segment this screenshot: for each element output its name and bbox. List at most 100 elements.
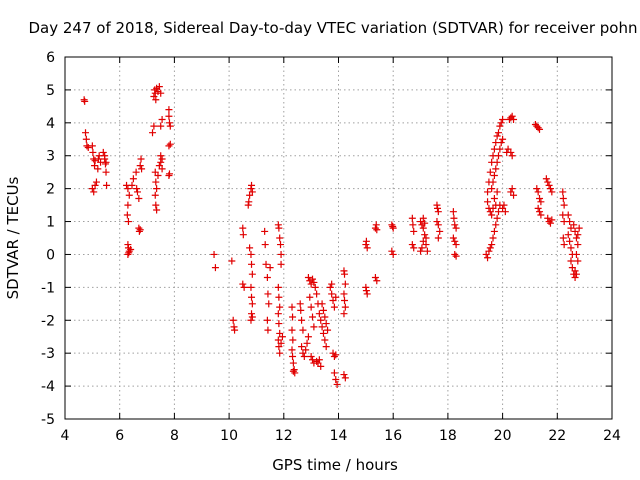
data-point [288, 326, 296, 334]
y-tick-label: -2 [41, 313, 55, 329]
data-point [247, 316, 255, 324]
data-point [289, 352, 297, 360]
data-point [330, 303, 338, 311]
data-point [166, 122, 174, 130]
data-point [101, 160, 109, 168]
data-point [564, 211, 572, 219]
data-point [135, 195, 143, 203]
data-point [277, 339, 285, 347]
data-point [135, 227, 143, 235]
data-point [152, 178, 160, 186]
data-point [363, 290, 371, 298]
data-point [493, 158, 501, 166]
data-point [560, 201, 568, 209]
data-point [494, 129, 502, 137]
data-point [500, 201, 508, 209]
data-point [328, 290, 336, 298]
data-point [300, 352, 308, 360]
data-point [277, 260, 285, 268]
y-tick-label: 3 [46, 149, 55, 165]
plot-frame [64, 56, 613, 420]
x-tick-labels: 4 6 8 10 12 14 16 18 20 22 24 [61, 428, 621, 444]
data-point [239, 231, 247, 239]
data-point [298, 316, 306, 324]
data-point [264, 326, 272, 334]
data-point [289, 359, 297, 367]
data-point [451, 221, 459, 229]
data-point [263, 273, 271, 281]
data-point [452, 241, 460, 249]
data-point [288, 346, 296, 354]
data-point [434, 204, 442, 212]
data-point [548, 188, 556, 196]
data-point [289, 367, 297, 375]
data-point [419, 214, 427, 222]
data-point [321, 313, 329, 321]
x-tick-label: 10 [220, 428, 238, 444]
data-point [340, 290, 348, 298]
data-point [124, 185, 132, 193]
data-point [537, 211, 545, 219]
data-point [155, 83, 163, 91]
data-point [410, 227, 418, 235]
data-point [229, 316, 237, 324]
data-point [247, 283, 255, 291]
data-point [150, 122, 158, 130]
data-point [494, 152, 502, 160]
data-point [136, 162, 144, 170]
y-tick-label: 1 [46, 215, 55, 231]
data-point [324, 326, 332, 334]
data-point [388, 247, 396, 255]
y-tick-label: 5 [46, 83, 55, 99]
data-point [275, 320, 283, 328]
data-point [560, 241, 568, 249]
data-point [545, 181, 553, 189]
data-point [296, 300, 304, 308]
data-point [315, 310, 323, 318]
data-point [534, 204, 542, 212]
data-point [508, 112, 516, 120]
data-point [486, 244, 494, 252]
x-tick-label: 24 [603, 428, 621, 444]
data-point [537, 198, 545, 206]
data-point [322, 320, 330, 328]
data-point [165, 170, 173, 178]
data-point [278, 333, 286, 341]
data-point [158, 165, 166, 173]
data-point [101, 152, 109, 160]
data-point [317, 362, 325, 370]
data-point [81, 97, 89, 105]
data-point [574, 241, 582, 249]
data-point [450, 214, 458, 222]
data-point [542, 175, 550, 183]
data-point [567, 244, 575, 252]
data-point [91, 181, 99, 189]
data-point [261, 241, 269, 249]
data-point [533, 185, 541, 193]
data-point [315, 356, 323, 364]
data-point [546, 185, 554, 193]
data-point [332, 376, 340, 384]
data-point [564, 231, 572, 239]
data-point [309, 356, 317, 364]
data-point [297, 306, 305, 314]
data-point [124, 201, 132, 209]
data-point [298, 343, 306, 351]
data-point [91, 157, 99, 165]
data-point [275, 293, 283, 301]
data-point [490, 227, 498, 235]
y-tick-labels: -5 -4 -3 -2 -1 0 1 2 3 4 5 6 [41, 50, 55, 428]
data-point [536, 208, 544, 216]
data-point [123, 211, 131, 219]
y-tick-label: 2 [46, 182, 55, 198]
data-point [317, 316, 325, 324]
data-point [508, 185, 516, 193]
data-point [486, 168, 494, 176]
data-point [492, 201, 500, 209]
data-point [307, 352, 315, 360]
data-point [499, 116, 507, 124]
data-point [263, 316, 271, 324]
grid [65, 57, 612, 419]
data-point [228, 257, 236, 265]
